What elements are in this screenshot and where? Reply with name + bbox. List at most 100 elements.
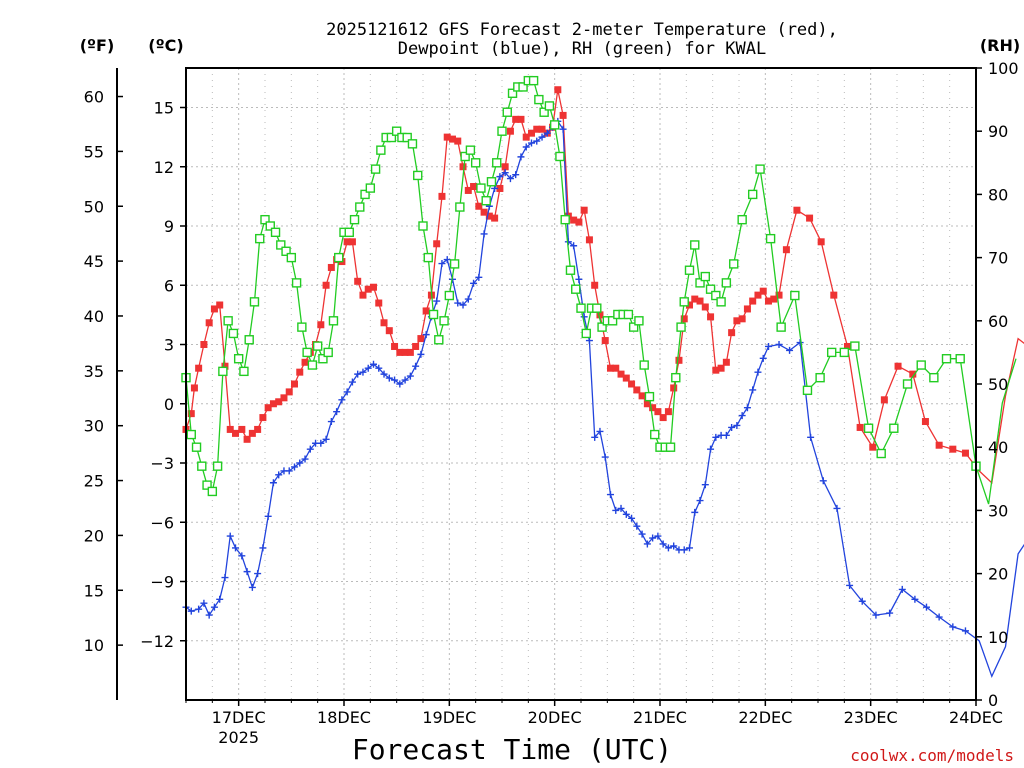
- data-point: [470, 279, 478, 287]
- data-point: [833, 504, 841, 512]
- data-point: [439, 316, 449, 326]
- rh-tick-label: 20: [988, 565, 1008, 584]
- data-point: [501, 163, 509, 171]
- data-point: [691, 508, 699, 516]
- rh-tick-label: 70: [988, 249, 1008, 268]
- data-point: [638, 392, 646, 400]
- fahrenheit-tick-label: 55: [84, 142, 104, 161]
- data-point: [659, 414, 667, 422]
- data-point: [850, 341, 860, 351]
- data-point: [334, 252, 344, 263]
- data-point: [322, 435, 330, 443]
- data-point: [539, 107, 549, 117]
- data-point: [533, 137, 541, 145]
- data-point: [228, 328, 239, 339]
- data-point: [707, 445, 715, 453]
- data-point: [643, 400, 651, 408]
- data-point: [501, 169, 509, 177]
- data-point: [417, 335, 425, 343]
- data-point: [596, 427, 604, 435]
- data-point: [464, 186, 472, 194]
- data-point: [338, 396, 346, 404]
- data-point: [759, 354, 767, 362]
- data-point: [280, 394, 288, 402]
- data-point: [819, 477, 827, 485]
- data-point: [359, 368, 367, 376]
- data-point: [856, 423, 864, 431]
- data-point: [729, 259, 739, 269]
- data-point: [301, 455, 309, 463]
- data-point: [496, 184, 504, 192]
- data-point: [701, 481, 709, 489]
- data-point: [921, 418, 929, 426]
- data-point: [654, 532, 662, 540]
- data-point: [422, 307, 430, 315]
- data-point: [355, 202, 365, 212]
- data-point: [391, 126, 402, 136]
- data-point: [449, 259, 460, 269]
- data-point: [759, 287, 767, 295]
- data-point: [512, 171, 520, 179]
- data-point: [380, 319, 388, 327]
- data-point: [544, 101, 555, 111]
- rh-unit-label: (RH): [980, 36, 1020, 55]
- data-point: [434, 335, 444, 345]
- data-point: [665, 442, 676, 452]
- data-point: [743, 305, 751, 313]
- data-point: [733, 421, 741, 429]
- data-point: [559, 111, 567, 119]
- data-point: [643, 540, 651, 548]
- data-point: [802, 385, 813, 396]
- data-point: [876, 448, 886, 459]
- data-point: [385, 327, 393, 335]
- data-point: [454, 299, 462, 307]
- data-point: [638, 530, 646, 538]
- data-point: [747, 189, 758, 200]
- data-point: [591, 281, 599, 289]
- data-point: [307, 360, 318, 370]
- data-point: [961, 627, 969, 635]
- data-point: [492, 158, 502, 168]
- rh-tick-label: 80: [988, 185, 1008, 204]
- data-point: [502, 107, 512, 117]
- data-point: [911, 595, 919, 603]
- data-point: [396, 380, 404, 388]
- data-point: [555, 151, 565, 162]
- data-point: [221, 362, 229, 370]
- x-tick-label: 21DEC: [633, 708, 687, 727]
- data-point: [743, 404, 751, 412]
- data-point: [649, 534, 657, 542]
- data-point: [317, 321, 325, 329]
- data-point: [565, 265, 576, 275]
- data-point: [754, 368, 762, 376]
- data-point: [460, 151, 470, 162]
- data-point: [649, 404, 657, 412]
- data-point: [438, 260, 446, 268]
- celsius-tick-label: 0: [164, 395, 174, 414]
- data-point: [622, 374, 630, 382]
- data-point: [929, 372, 939, 383]
- data-point: [670, 542, 678, 550]
- data-point: [570, 242, 578, 250]
- data-point: [197, 461, 207, 471]
- data-point: [470, 183, 478, 190]
- data-point: [205, 319, 213, 327]
- data-point: [275, 398, 283, 406]
- data-point: [830, 291, 838, 299]
- data-point: [464, 295, 472, 303]
- fahrenheit-unit-label: (ºF): [80, 36, 115, 55]
- data-point: [712, 433, 720, 441]
- series-relative-humidity: [181, 75, 1017, 505]
- data-point: [775, 291, 783, 299]
- data-point: [364, 364, 372, 372]
- data-point: [628, 514, 636, 522]
- data-point: [413, 170, 423, 181]
- data-point: [205, 611, 213, 619]
- data-point: [187, 410, 195, 418]
- data-point: [281, 246, 291, 256]
- data-point: [343, 238, 351, 246]
- data-point: [517, 153, 525, 161]
- data-point: [244, 335, 254, 345]
- data-point: [348, 378, 356, 386]
